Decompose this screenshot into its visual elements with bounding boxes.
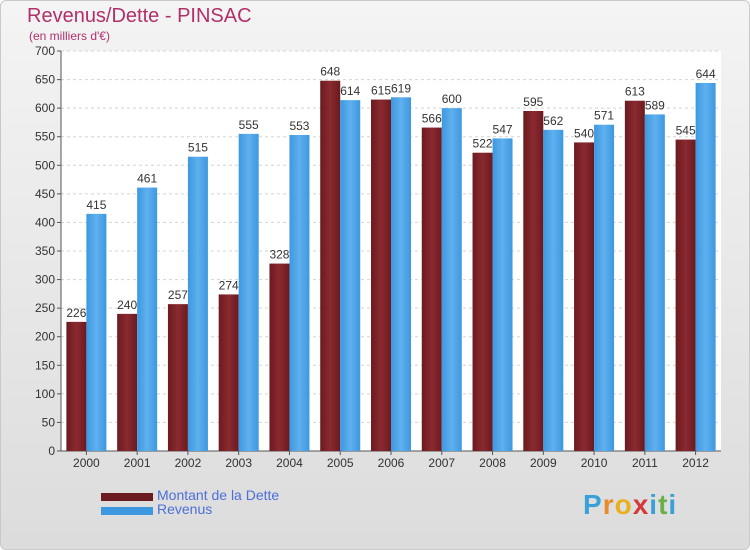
y-tick-label: 300 <box>35 273 55 287</box>
x-tick-label: 2008 <box>479 456 506 470</box>
bar-label-dette: 615 <box>371 84 391 98</box>
x-tick-label: 2002 <box>175 456 202 470</box>
logo-letter: P <box>583 489 603 520</box>
bar-label-revenus: 547 <box>493 122 513 136</box>
bar-label-dette: 613 <box>625 85 645 99</box>
bar-label-dette: 226 <box>66 306 86 320</box>
x-tick-label: 2004 <box>276 456 303 470</box>
x-tick-label: 2001 <box>124 456 151 470</box>
x-tick-label: 2009 <box>530 456 557 470</box>
y-tick-label: 700 <box>35 44 55 58</box>
y-tick-label: 500 <box>35 158 55 172</box>
bar-dette <box>624 100 645 451</box>
bar-revenus <box>594 124 615 451</box>
chart-subtitle: (en milliers d'€) <box>29 29 110 43</box>
y-tick-label: 450 <box>35 187 55 201</box>
x-tick-label: 2010 <box>581 456 608 470</box>
logo-letter: x <box>632 489 650 520</box>
bar-dette <box>523 111 544 451</box>
bar-revenus <box>441 108 462 452</box>
bar-revenus <box>695 83 716 451</box>
bar-label-dette: 257 <box>168 288 188 302</box>
bar-dette <box>218 294 239 451</box>
bar-label-revenus: 644 <box>696 67 716 81</box>
x-tick-label: 2012 <box>682 456 709 470</box>
bar-label-revenus: 619 <box>391 81 411 95</box>
logo-letter: t <box>658 489 669 520</box>
x-tick-label: 2007 <box>428 456 455 470</box>
legend-label-revenus: Revenus <box>157 501 213 517</box>
logo-letter: r <box>602 489 615 520</box>
bar-revenus <box>340 100 361 452</box>
bar-label-revenus: 562 <box>543 114 563 128</box>
bar-label-revenus: 555 <box>239 118 259 132</box>
chart-title: Revenus/Dette - PINSAC <box>27 5 252 27</box>
bar-dette <box>66 321 87 451</box>
x-tick-label: 2005 <box>327 456 354 470</box>
y-tick-label: 650 <box>35 73 55 87</box>
y-tick-label: 50 <box>42 415 56 429</box>
legend-swatch-revenus <box>101 507 153 515</box>
x-tick-label: 2011 <box>632 456 658 470</box>
bar-revenus <box>391 97 411 452</box>
legend-swatch-dette <box>101 493 153 501</box>
y-tick-label: 200 <box>35 330 55 344</box>
bar-label-revenus: 415 <box>86 198 106 212</box>
bar-dette <box>371 99 391 452</box>
bar-dette <box>472 152 493 451</box>
bar-revenus <box>644 114 665 451</box>
logo-letter: o <box>614 489 633 520</box>
y-tick-label: 250 <box>35 301 55 315</box>
bar-dette <box>421 127 442 452</box>
bar-revenus <box>238 133 259 451</box>
y-tick-label: 0 <box>48 444 55 458</box>
bar-dette <box>167 304 188 451</box>
bar-revenus <box>289 135 310 451</box>
bar-label-dette: 240 <box>117 298 137 312</box>
bar-revenus <box>187 156 208 451</box>
bar-revenus <box>86 213 107 451</box>
bar-label-dette: 522 <box>473 137 493 151</box>
x-tick-label: 2000 <box>73 456 100 470</box>
legend-label-dette: Montant de la Dette <box>157 487 280 503</box>
bar-dette <box>320 80 341 451</box>
y-tick-label: 550 <box>35 130 55 144</box>
x-tick-label: 2006 <box>378 456 405 470</box>
bar-dette <box>269 263 290 451</box>
bar-label-dette: 545 <box>676 124 696 138</box>
bar-label-dette: 540 <box>574 126 594 140</box>
x-tick-label: 2003 <box>225 456 252 470</box>
y-tick-label: 400 <box>35 215 55 229</box>
bar-dette <box>574 142 595 451</box>
y-tick-label: 100 <box>35 387 55 401</box>
bar-label-revenus: 515 <box>188 141 208 155</box>
logo-letter: i <box>668 489 678 520</box>
bar-label-dette: 274 <box>219 278 239 292</box>
y-tick-label: 350 <box>35 244 55 258</box>
bar-dette <box>675 139 696 452</box>
bar-label-revenus: 600 <box>442 92 462 106</box>
logo-letter: i <box>649 489 659 520</box>
bar-label-revenus: 589 <box>645 98 665 112</box>
bar-label-revenus: 553 <box>289 119 309 133</box>
proxiti-logo: Proxiti <box>583 489 677 521</box>
bar-label-revenus: 614 <box>340 84 360 98</box>
bar-dette <box>117 313 138 451</box>
bar-label-dette: 566 <box>422 112 442 126</box>
bar-revenus <box>137 187 158 452</box>
bar-label-dette: 595 <box>523 95 543 109</box>
y-tick-label: 150 <box>35 358 55 372</box>
y-tick-label: 600 <box>35 101 55 115</box>
bar-revenus <box>543 129 564 451</box>
bar-label-revenus: 571 <box>594 109 614 123</box>
bar-label-dette: 648 <box>320 65 340 79</box>
bar-label-dette: 328 <box>269 248 289 262</box>
bar-revenus <box>492 138 513 451</box>
bar-label-revenus: 461 <box>137 172 157 186</box>
